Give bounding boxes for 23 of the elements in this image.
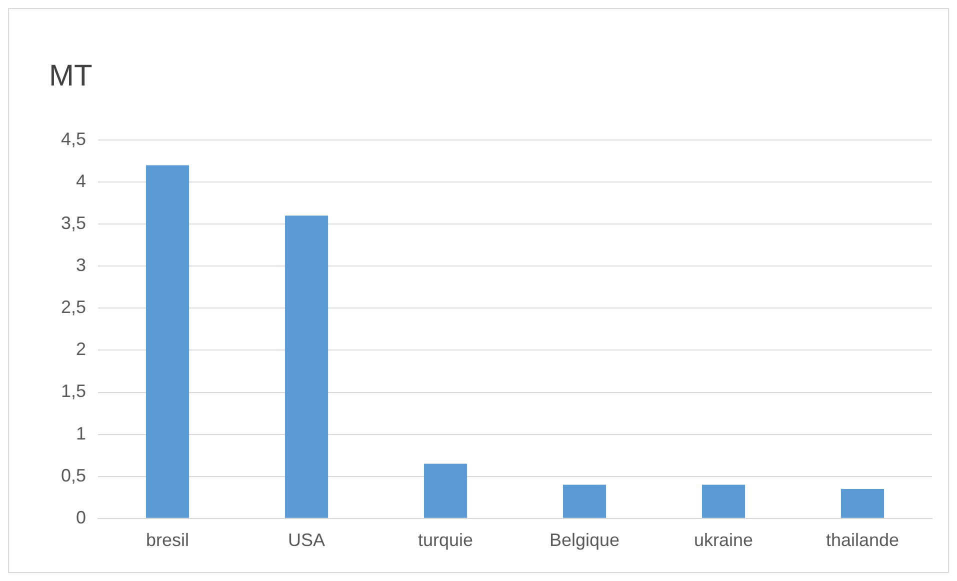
bar <box>702 484 746 518</box>
y-tick-label: 1,5 <box>60 381 86 402</box>
y-tick-label: 1 <box>76 423 86 444</box>
bar <box>562 484 606 518</box>
bar <box>284 216 328 518</box>
y-tick-label: 0,5 <box>60 465 86 486</box>
x-tick-label: turquie <box>418 530 474 550</box>
y-tick-label: 2 <box>76 339 86 360</box>
bar <box>424 464 468 518</box>
y-tick-label: 3 <box>76 255 86 276</box>
bar <box>146 165 190 518</box>
x-tick-label: thailande <box>826 530 900 550</box>
y-tick-label: 2,5 <box>60 297 86 318</box>
y-tick-label: 4 <box>76 171 86 192</box>
x-tick-label: USA <box>288 530 326 550</box>
chart-title: MT <box>49 59 92 92</box>
y-tick-label: 0 <box>76 507 86 528</box>
bar <box>840 488 884 518</box>
y-tick-label: 4,5 <box>60 128 86 149</box>
x-tick-label: Belgique <box>549 530 620 550</box>
y-tick-label: 3,5 <box>60 213 86 234</box>
x-tick-label: bresil <box>146 530 190 550</box>
x-tick-label: ukraine <box>694 530 754 550</box>
